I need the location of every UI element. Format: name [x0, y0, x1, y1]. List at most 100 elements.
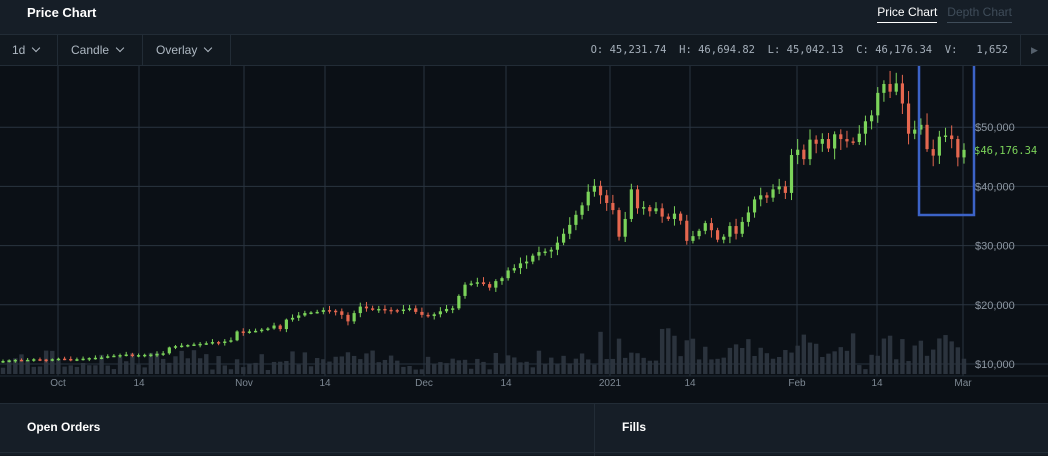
candle-body	[679, 213, 683, 221]
volume-bar	[863, 369, 868, 374]
volume-bar	[857, 365, 862, 374]
price-chart-area[interactable]: $10,000 $20,000 $30,000 $40,000 $50,000 Oct 1…	[0, 66, 1048, 403]
volume-bar	[234, 359, 240, 374]
candle-body	[167, 347, 171, 354]
candle-body	[75, 359, 79, 361]
volume-bar	[912, 345, 917, 374]
volume-bar	[838, 347, 843, 374]
candle-body	[186, 345, 190, 347]
candle-body	[352, 313, 356, 322]
candle-body	[63, 358, 67, 361]
volume-bar	[99, 354, 104, 374]
volume-bar	[481, 361, 486, 374]
candle-body	[315, 311, 319, 314]
candle-body	[309, 312, 313, 314]
volume-bar	[795, 345, 800, 374]
candle-body	[217, 342, 221, 344]
candle-body	[364, 306, 369, 309]
candle-body	[155, 353, 159, 356]
volume-bar	[740, 347, 745, 374]
candle-body	[377, 308, 381, 311]
candle-body	[685, 220, 689, 241]
panel-title: Price Chart	[27, 5, 97, 20]
volume-bar	[241, 367, 246, 374]
orders-panel: Open Orders Fills	[0, 403, 1048, 456]
volume-bar	[659, 328, 665, 374]
candle-body	[623, 218, 627, 237]
candle-body	[598, 185, 603, 196]
volume-bar	[678, 356, 683, 374]
high-label: H:	[679, 44, 692, 56]
volume-bar	[807, 342, 813, 374]
low-label: L:	[767, 44, 781, 56]
volume-bar	[321, 359, 326, 374]
volume-bar	[314, 357, 320, 374]
candle-body	[826, 139, 831, 149]
candle-body	[136, 355, 141, 357]
volume-bar	[456, 360, 462, 374]
candle-body	[124, 354, 128, 357]
candle-body	[432, 314, 436, 317]
volume-bar	[31, 366, 37, 374]
volume-bar	[395, 360, 400, 374]
candle-body	[531, 255, 535, 262]
volume-bar	[6, 359, 12, 374]
candle-body	[235, 331, 239, 341]
volume-bar	[924, 355, 930, 374]
overlay-select[interactable]: Overlay	[143, 35, 231, 65]
volume-bar	[259, 354, 264, 374]
candle-body	[789, 155, 794, 193]
candle-body	[722, 236, 726, 240]
volume-bar	[425, 356, 431, 374]
candle-body	[506, 270, 510, 279]
fills-title[interactable]: Fills	[622, 420, 647, 434]
volume-bar	[672, 335, 677, 374]
volume-bar	[278, 361, 283, 374]
candle-body	[383, 308, 387, 311]
candle-body	[26, 359, 30, 362]
candle-body	[371, 308, 375, 310]
volume-bar	[222, 365, 227, 374]
candlestick-chart[interactable]: $10,000 $20,000 $30,000 $40,000 $50,000 Oct 1…	[0, 66, 1048, 403]
volume-bar	[130, 353, 135, 374]
x-tick-label: 2021	[599, 378, 622, 389]
candle-body	[648, 207, 652, 212]
interval-select[interactable]: 1d	[0, 35, 58, 65]
candle-body	[900, 83, 904, 104]
tab-price-chart[interactable]: Price Chart	[877, 5, 938, 23]
candle-body	[537, 252, 541, 256]
volume-bar	[327, 361, 332, 374]
open-orders-title[interactable]: Open Orders	[27, 420, 101, 434]
volume-bar	[776, 356, 782, 374]
volume-bar	[894, 359, 899, 374]
candle-body	[420, 311, 424, 315]
y-tick-label: $30,000	[975, 241, 1015, 253]
candle-body	[253, 330, 258, 333]
volume-bar	[450, 358, 455, 374]
volume-bar	[210, 369, 215, 374]
candle-body	[438, 311, 442, 315]
chart-type-select[interactable]: Candle	[58, 35, 143, 65]
volume-bar	[468, 368, 474, 374]
candle-body	[568, 224, 572, 234]
volume-bar	[746, 339, 751, 374]
tab-depth-chart[interactable]: Depth Chart	[947, 5, 1012, 23]
volume-bar	[13, 358, 18, 374]
candle-body	[888, 83, 892, 92]
volume-bar	[567, 363, 572, 374]
panel-divider	[594, 404, 595, 456]
x-tick-label: Nov	[235, 378, 253, 389]
volume-bar	[160, 358, 166, 374]
candle-body	[149, 354, 153, 357]
volume-bar	[124, 361, 129, 374]
candle-body	[488, 284, 492, 288]
volume-bar	[518, 362, 523, 374]
volume-bar	[598, 331, 603, 374]
volume-bar	[505, 355, 511, 374]
x-tick-label: Dec	[415, 378, 433, 389]
candle-body	[746, 212, 750, 222]
candle-body	[950, 135, 954, 140]
panel-bottom-border	[0, 452, 1048, 453]
play-icon[interactable]: ▶	[1020, 35, 1048, 65]
open-label: O:	[590, 44, 604, 56]
